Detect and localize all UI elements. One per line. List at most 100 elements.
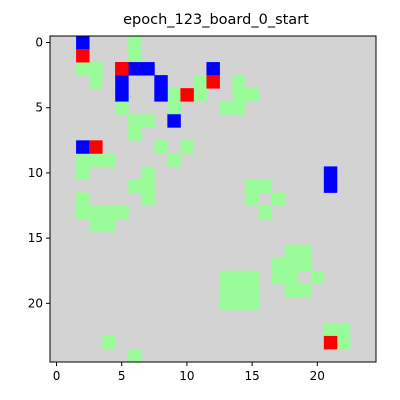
green-cell	[336, 322, 351, 337]
green-cell	[115, 205, 129, 219]
blue-cell	[323, 166, 338, 180]
green-cell	[232, 75, 246, 89]
green-cell	[115, 101, 129, 115]
green-cell	[271, 270, 286, 285]
blue-cell	[167, 114, 181, 128]
green-cell	[297, 257, 312, 272]
green-cell	[102, 335, 116, 350]
green-cell	[89, 218, 103, 232]
board-background	[50, 36, 376, 362]
green-cell	[219, 296, 233, 311]
green-cell	[258, 205, 273, 219]
green-cell	[141, 166, 155, 180]
blue-cell	[76, 140, 90, 154]
red-cell	[76, 49, 90, 63]
green-cell	[258, 179, 273, 193]
green-cell	[245, 88, 260, 102]
blue-cell	[154, 88, 168, 102]
blue-cell	[115, 88, 129, 102]
green-cell	[271, 257, 286, 272]
green-cell	[245, 270, 260, 285]
green-cell	[76, 62, 90, 76]
y-tick-label: 10	[28, 166, 43, 180]
green-cell	[167, 101, 181, 115]
green-cell	[245, 296, 260, 311]
green-cell	[89, 153, 103, 167]
blue-cell	[76, 36, 90, 50]
blue-cell	[141, 62, 155, 76]
green-cell	[245, 192, 260, 206]
cells-layer	[50, 36, 376, 363]
green-cell	[284, 270, 299, 285]
green-cell	[336, 335, 351, 350]
y-tick-label: 5	[35, 101, 43, 115]
y-tick-label: 0	[35, 36, 43, 50]
blue-cell	[128, 62, 142, 76]
green-cell	[193, 75, 207, 89]
green-cell	[232, 101, 246, 115]
red-cell	[180, 88, 194, 102]
green-cell	[89, 75, 103, 89]
ticks-layer: 0 5 10 15 20 0 5 10 15 20	[28, 36, 325, 383]
blue-cell	[115, 75, 129, 89]
red-cell	[89, 140, 103, 154]
green-cell	[76, 192, 90, 206]
red-cell	[323, 335, 338, 350]
green-cell	[89, 205, 103, 219]
green-cell	[245, 179, 260, 193]
green-cell	[180, 140, 194, 154]
green-cell	[89, 62, 103, 76]
green-cell	[128, 348, 142, 363]
green-cell	[232, 88, 246, 102]
red-cell	[206, 75, 220, 89]
green-cell	[76, 205, 90, 219]
green-cell	[76, 153, 90, 167]
green-cell	[232, 270, 246, 285]
blue-cell	[323, 179, 338, 193]
green-cell	[323, 322, 338, 337]
green-cell	[102, 218, 116, 232]
blue-cell	[154, 75, 168, 89]
green-cell	[219, 270, 233, 285]
y-tick-label: 15	[28, 231, 43, 245]
green-cell	[102, 205, 116, 219]
green-cell	[76, 166, 90, 180]
x-tick-label: 15	[244, 369, 259, 383]
red-cell	[115, 62, 129, 76]
green-cell	[167, 88, 181, 102]
green-cell	[167, 153, 181, 167]
green-cell	[128, 49, 142, 63]
chart-title: epoch_123_board_0_start	[123, 12, 309, 28]
green-cell	[232, 283, 246, 298]
green-cell	[310, 270, 325, 285]
green-cell	[128, 114, 142, 128]
green-cell	[284, 244, 299, 259]
x-tick-label: 5	[118, 369, 126, 383]
x-tick-label: 10	[179, 369, 194, 383]
green-cell	[284, 257, 299, 272]
x-tick-label: 0	[53, 369, 61, 383]
green-cell	[245, 283, 260, 298]
green-cell	[219, 101, 233, 115]
green-cell	[141, 179, 155, 193]
green-cell	[271, 192, 286, 206]
axes-frame	[49, 35, 377, 363]
green-cell	[128, 127, 142, 141]
green-cell	[102, 153, 116, 167]
green-cell	[232, 296, 246, 311]
green-cell	[297, 283, 312, 298]
green-cell	[141, 192, 155, 206]
green-cell	[128, 36, 142, 50]
green-cell	[284, 283, 299, 298]
green-cell	[193, 88, 207, 102]
blue-cell	[206, 62, 220, 76]
green-cell	[128, 179, 142, 193]
x-tick-label: 20	[310, 369, 325, 383]
green-cell	[141, 114, 155, 128]
green-cell	[219, 283, 233, 298]
green-cell	[154, 140, 168, 154]
y-tick-label: 20	[28, 296, 43, 310]
green-cell	[297, 244, 312, 259]
